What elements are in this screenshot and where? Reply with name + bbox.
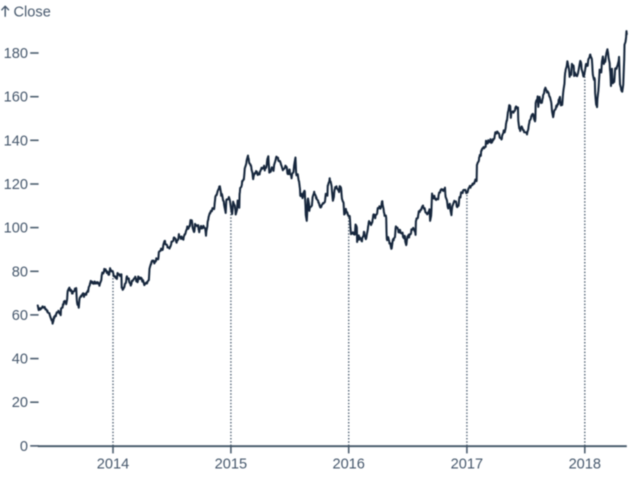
svg-text:Close: Close: [14, 5, 51, 21]
svg-text:40: 40: [12, 352, 28, 368]
svg-text:120: 120: [4, 177, 28, 193]
svg-text:140: 140: [4, 133, 28, 149]
svg-text:2016: 2016: [332, 457, 364, 473]
svg-text:0: 0: [20, 439, 28, 455]
svg-text:100: 100: [4, 221, 28, 237]
svg-text:80: 80: [12, 264, 28, 280]
svg-text:2014: 2014: [97, 457, 129, 473]
svg-text:20: 20: [12, 395, 28, 411]
svg-text:180: 180: [4, 46, 28, 62]
svg-text:160: 160: [4, 90, 28, 106]
svg-text:60: 60: [12, 308, 28, 324]
svg-text:2015: 2015: [215, 457, 247, 473]
svg-text:2018: 2018: [569, 457, 601, 473]
svg-text:2017: 2017: [451, 457, 483, 473]
